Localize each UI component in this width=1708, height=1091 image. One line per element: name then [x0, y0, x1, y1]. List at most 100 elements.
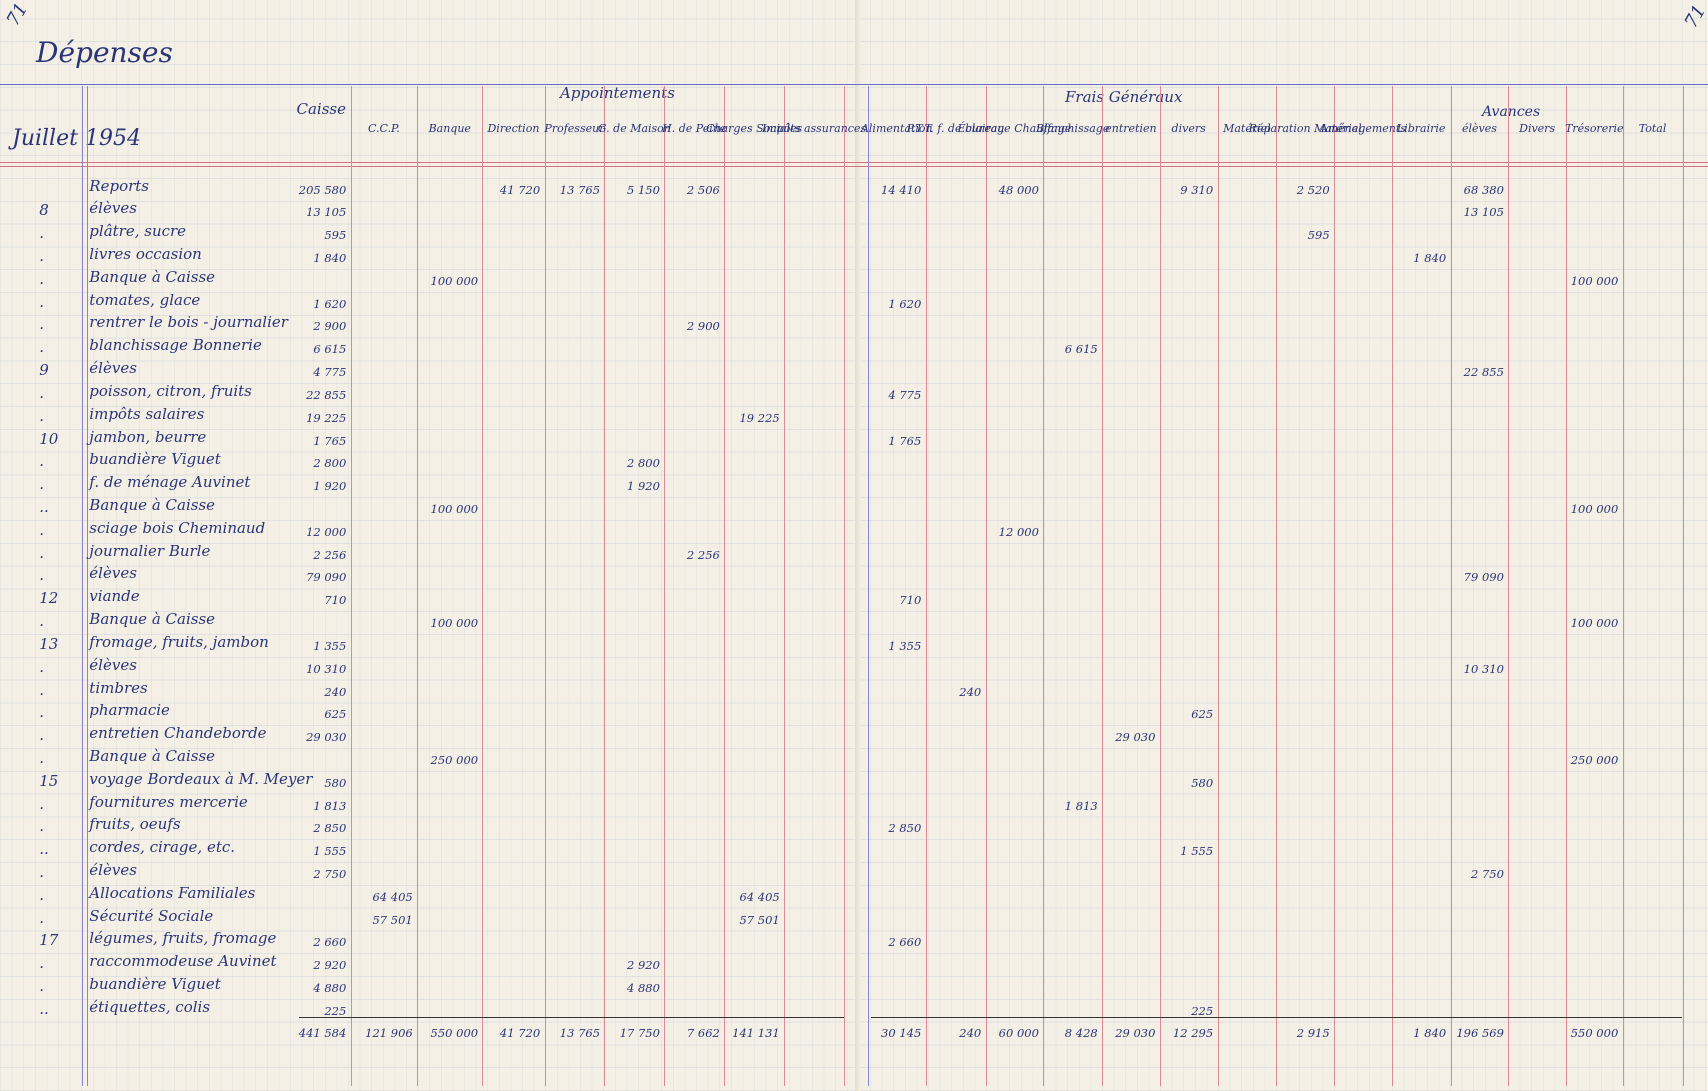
- total-amount: 550 000: [1570, 1025, 1619, 1040]
- row-label: buandière Viguet: [89, 450, 221, 469]
- column-header: G. de Maison: [597, 121, 671, 135]
- row-date: .: [39, 794, 44, 813]
- amount: 2 850: [888, 821, 922, 836]
- row-date: .: [39, 520, 44, 539]
- page-number: 71: [1680, 1, 1708, 32]
- amount: 2 920: [313, 958, 347, 973]
- column-rule: [985, 86, 987, 1086]
- amount: 19 225: [739, 410, 780, 425]
- row-date: .: [39, 247, 44, 266]
- amount: 1 765: [313, 433, 347, 448]
- amount: 13 765: [559, 182, 601, 197]
- row-label: voyage Bordeaux à M. Meyer: [89, 769, 313, 788]
- amount: 710: [899, 593, 922, 608]
- column-rule: [544, 86, 546, 1086]
- row-label: élèves: [89, 564, 137, 583]
- amount: 250 000: [1570, 752, 1619, 767]
- row-date: .: [39, 383, 44, 402]
- row-date: .: [39, 612, 44, 631]
- row-label: poisson, citron, fruits: [89, 381, 252, 400]
- total-amount: 121 906: [365, 1025, 413, 1040]
- amount: 68 380: [1463, 182, 1504, 197]
- total-amount: 196 569: [1456, 1025, 1504, 1040]
- amount: 29 030: [1115, 730, 1156, 745]
- amount: 2 660: [888, 935, 922, 950]
- amount: 1 620: [313, 296, 347, 311]
- amount: 2 750: [1470, 867, 1504, 882]
- row-date: .: [39, 885, 44, 904]
- column-header: élèves: [1461, 121, 1497, 135]
- row-label: jambon, beurre: [89, 427, 207, 446]
- amount: 225: [324, 1003, 347, 1018]
- column-rule: [482, 86, 484, 1086]
- row-date: .: [39, 748, 44, 767]
- column-header: Réparation Matériel: [1248, 121, 1362, 135]
- row-date: .: [39, 269, 44, 288]
- amount: 79 090: [1463, 570, 1504, 585]
- group-header: Appointements: [560, 84, 675, 102]
- amount: 12 000: [306, 524, 347, 539]
- amount: 100 000: [430, 501, 479, 516]
- amount: 4 775: [313, 365, 347, 380]
- amount: 1 840: [1413, 251, 1447, 266]
- amount: 1 620: [888, 296, 922, 311]
- ledger-title: Dépenses: [36, 36, 173, 69]
- amount: 625: [324, 707, 347, 722]
- amount: 57 501: [372, 912, 413, 927]
- column-header: Banque: [428, 121, 471, 135]
- total-amount: 7 662: [686, 1025, 720, 1040]
- column-header: entretien: [1105, 121, 1157, 135]
- column-rule: [604, 86, 606, 1086]
- column-rule: [1508, 86, 1510, 1086]
- amount: 79 090: [306, 570, 347, 585]
- row-date: .: [39, 703, 44, 722]
- amount: 10 310: [1463, 661, 1504, 676]
- total-amount: 13 765: [559, 1025, 601, 1040]
- row-date: 10: [39, 429, 59, 448]
- amount: 5 150: [627, 182, 660, 197]
- amount: 595: [324, 228, 347, 243]
- column-header: Blanchissage: [1035, 121, 1110, 135]
- column-header: Caisse: [296, 100, 347, 119]
- row-label: pharmacie: [89, 701, 170, 720]
- row-label: Sécurité Sociale: [89, 906, 214, 925]
- column-rule: [1276, 86, 1278, 1086]
- amount: 1 555: [1180, 844, 1214, 859]
- row-date: .: [39, 224, 44, 243]
- row-date: 15: [39, 771, 59, 790]
- row-date: .: [39, 977, 44, 996]
- column-rule: [1682, 86, 1684, 1086]
- column-header: Total: [1638, 121, 1667, 135]
- column-header: Alimentation: [860, 121, 933, 135]
- column-header: Aménagements: [1319, 121, 1406, 135]
- amount: 1 920: [313, 479, 347, 494]
- column-header: Librairie: [1396, 121, 1446, 135]
- total-amount: 240: [959, 1025, 982, 1040]
- row-date: ..: [39, 999, 49, 1018]
- row-date: .: [39, 292, 44, 311]
- column-rule: [1622, 86, 1624, 1086]
- row-label: rentrer le bois - journalier: [89, 313, 288, 332]
- group-header: Frais Généraux: [1065, 88, 1183, 106]
- amount: 2 506: [686, 182, 720, 197]
- amount: 580: [324, 775, 347, 790]
- row-date: .: [39, 543, 44, 562]
- amount: 41 720: [499, 182, 541, 197]
- column-header: Matériel: [1223, 121, 1271, 135]
- amount: 2 920: [627, 958, 660, 973]
- row-label: Reports: [89, 176, 149, 195]
- column-header: divers: [1171, 121, 1206, 135]
- row-label: buandière Viguet: [89, 975, 221, 994]
- row-label: timbres: [89, 678, 148, 697]
- column-rule: [417, 86, 419, 1086]
- amount: 2 660: [313, 935, 347, 950]
- column-rule: [350, 86, 352, 1086]
- amount: 14 410: [881, 182, 922, 197]
- row-label: blanchissage Bonnerie: [89, 336, 262, 355]
- row-label: fromage, fruits, jambon: [89, 632, 269, 651]
- amount: 2 900: [313, 319, 347, 334]
- row-date: .: [39, 657, 44, 676]
- row-date: .: [39, 475, 44, 494]
- total-amount: 60 000: [998, 1025, 1039, 1040]
- row-label: journalier Burle: [89, 541, 211, 560]
